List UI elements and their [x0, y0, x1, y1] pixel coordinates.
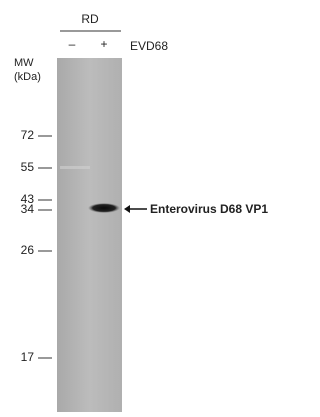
axis-unit: (kDa) [14, 71, 41, 83]
blot-figure: RD – + EVD68 MW (kDa) Enterovirus D68 VP… [0, 0, 277, 412]
marker-label: 26 [21, 243, 35, 257]
lane-label: + [100, 37, 107, 51]
marker-label: 55 [21, 160, 35, 174]
axis-title: MW [14, 57, 34, 69]
lane-label: – [69, 37, 76, 51]
cell-line-label: RD [81, 12, 99, 26]
faint-band [60, 166, 90, 169]
marker-label: 34 [21, 202, 35, 216]
band-label: Enterovirus D68 VP1 [150, 202, 268, 216]
marker-label: 72 [21, 128, 35, 142]
protein-band [88, 203, 120, 213]
gel-lanes [57, 58, 122, 412]
condition-label: EVD68 [130, 39, 168, 53]
arrow-head [124, 205, 130, 213]
marker-label: 17 [21, 350, 35, 364]
